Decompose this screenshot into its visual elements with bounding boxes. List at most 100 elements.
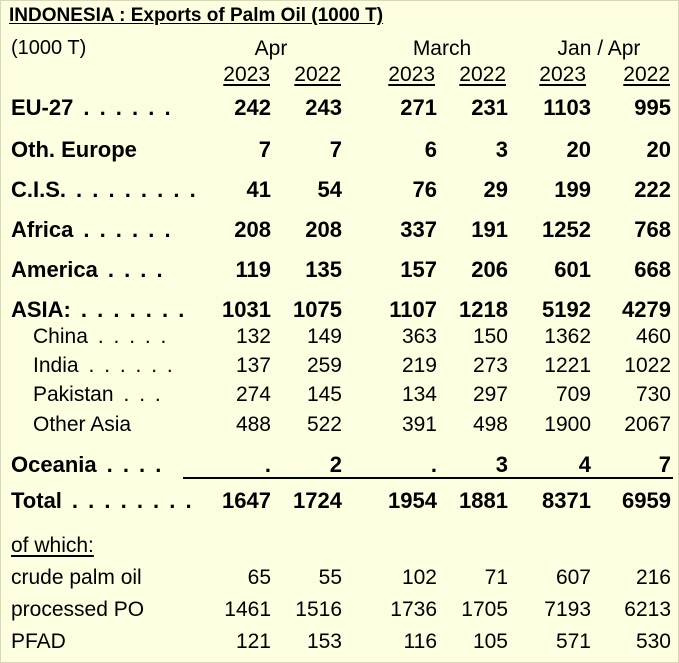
table-cell: 5192 [542, 297, 591, 322]
table-cell: 7 [658, 452, 671, 477]
period-header-jan-apr: Jan / Apr [557, 37, 641, 60]
table-cell: 132 [235, 325, 271, 348]
table-cell: 1647 [222, 488, 271, 513]
table-cell: 6213 [624, 598, 671, 621]
table-cell: 219 [401, 354, 437, 377]
table-cell: 145 [306, 383, 342, 406]
leader-dots: . . . . . [97, 325, 169, 348]
table-cell: 76 [412, 177, 437, 202]
row-label-text: America [11, 257, 98, 282]
table-cell: 259 [306, 354, 342, 377]
row-label: ASIA: . . . . . . . [11, 297, 186, 323]
row-label-text: Total [11, 488, 62, 513]
row-label: Oth. Europe [11, 137, 137, 163]
leader-dots: . . . . . . . . [76, 177, 198, 202]
table-cell: 20 [566, 137, 591, 162]
year-header: 2023 [539, 63, 586, 86]
table-cell: 116 [403, 630, 437, 653]
row-label-text: India [33, 354, 79, 377]
table-cell: 273 [472, 354, 508, 377]
table-cell: 222 [634, 177, 671, 202]
table-cell: 8371 [542, 488, 591, 513]
row-label: EU-27 . . . . . . [11, 95, 173, 121]
table-cell: 1107 [389, 297, 437, 322]
leader-dots: . . . . . . [83, 95, 173, 120]
table-cell: 1103 [543, 95, 591, 120]
table-cell: 488 [235, 413, 271, 436]
table-cell: 607 [555, 566, 591, 589]
table-cell: 54 [317, 177, 342, 202]
row-label: Africa . . . . . . [11, 217, 173, 243]
table-cell: 41 [246, 177, 271, 202]
table-cell: 709 [555, 383, 591, 406]
table-cell: 102 [401, 566, 437, 589]
leader-dots: . . . . . . [83, 217, 173, 242]
table-cell: 7 [258, 137, 271, 162]
table-cell: 601 [554, 257, 591, 282]
row-label-text: Pakistan [33, 383, 114, 406]
table-cell: 2067 [624, 413, 671, 436]
table-cell: 768 [634, 217, 671, 242]
row-label: Other Asia [33, 413, 131, 437]
table-cell: 119 [235, 257, 272, 282]
table-cell: 1736 [390, 598, 437, 621]
table-cell: 134 [401, 383, 437, 406]
unit-label: (1000 T) [11, 37, 87, 59]
table-cell: 460 [635, 325, 671, 348]
table-cell: 216 [635, 566, 671, 589]
table-cell: 337 [400, 217, 437, 242]
table-cell: 191 [471, 217, 508, 242]
table-cell: 498 [472, 413, 508, 436]
year-header: 2023 [388, 63, 435, 86]
table-cell: 363 [401, 325, 437, 348]
table-cell: 4279 [622, 297, 671, 322]
table-cell: 4 [578, 452, 591, 477]
row-label-text: C.I.S. [11, 177, 67, 202]
table-cell: 153 [306, 630, 342, 653]
table-cell: 1022 [624, 354, 671, 377]
row-label: Oceania . . . . [11, 452, 163, 478]
row-label: America . . . . [11, 257, 165, 283]
table-cell: 1031 [222, 297, 271, 322]
of-which-label: of which: [11, 534, 94, 557]
table-cell: 391 [401, 413, 437, 436]
row-label-text: processed PO [11, 598, 145, 621]
table-title: INDONESIA : Exports of Palm Oil (1000 T) [9, 5, 384, 26]
table-cell: . [264, 452, 271, 477]
table-cell: 206 [471, 257, 508, 282]
period-header-march: March [412, 37, 472, 60]
row-label-text: ASIA: [11, 297, 71, 322]
row-label-text: PFAD [11, 630, 66, 653]
table-cell: 1900 [544, 413, 591, 436]
table-cell: 150 [472, 325, 508, 348]
table-cell: 6 [424, 137, 437, 162]
table-cell: 208 [234, 217, 271, 242]
table-cell: 530 [635, 630, 671, 653]
row-label: China . . . . . [33, 325, 168, 349]
table-cell: 137 [235, 354, 271, 377]
leader-dots: . . . . . . . . [71, 488, 194, 513]
table-cell: 231 [471, 95, 508, 120]
table-cell: 105 [472, 630, 508, 653]
table-cell: 7193 [544, 598, 591, 621]
table-cell: 135 [305, 257, 342, 282]
table-cell: 995 [634, 95, 671, 120]
table-cell: 1724 [293, 488, 342, 513]
table-cell: 199 [554, 177, 591, 202]
table-cell: 65 [247, 566, 271, 589]
table-cell: 1461 [224, 598, 271, 621]
row-label: Pakistan . . . [33, 383, 163, 407]
table-cell: 7 [329, 137, 342, 162]
row-label: crude palm oil [11, 566, 142, 590]
table-cell: 6959 [622, 488, 671, 513]
row-label: C.I.S. . . . . . . . . [11, 177, 198, 203]
row-label: PFAD [11, 630, 66, 654]
table-cell: 55 [318, 566, 342, 589]
row-label: Total . . . . . . . . [11, 488, 194, 514]
table-cell: 668 [634, 257, 671, 282]
row-label-text: Oth. Europe [11, 137, 137, 162]
table-cell: 1705 [461, 598, 508, 621]
row-label-text: EU-27 [11, 95, 74, 120]
table-cell: 1221 [544, 354, 591, 377]
table-cell: 271 [400, 95, 437, 120]
